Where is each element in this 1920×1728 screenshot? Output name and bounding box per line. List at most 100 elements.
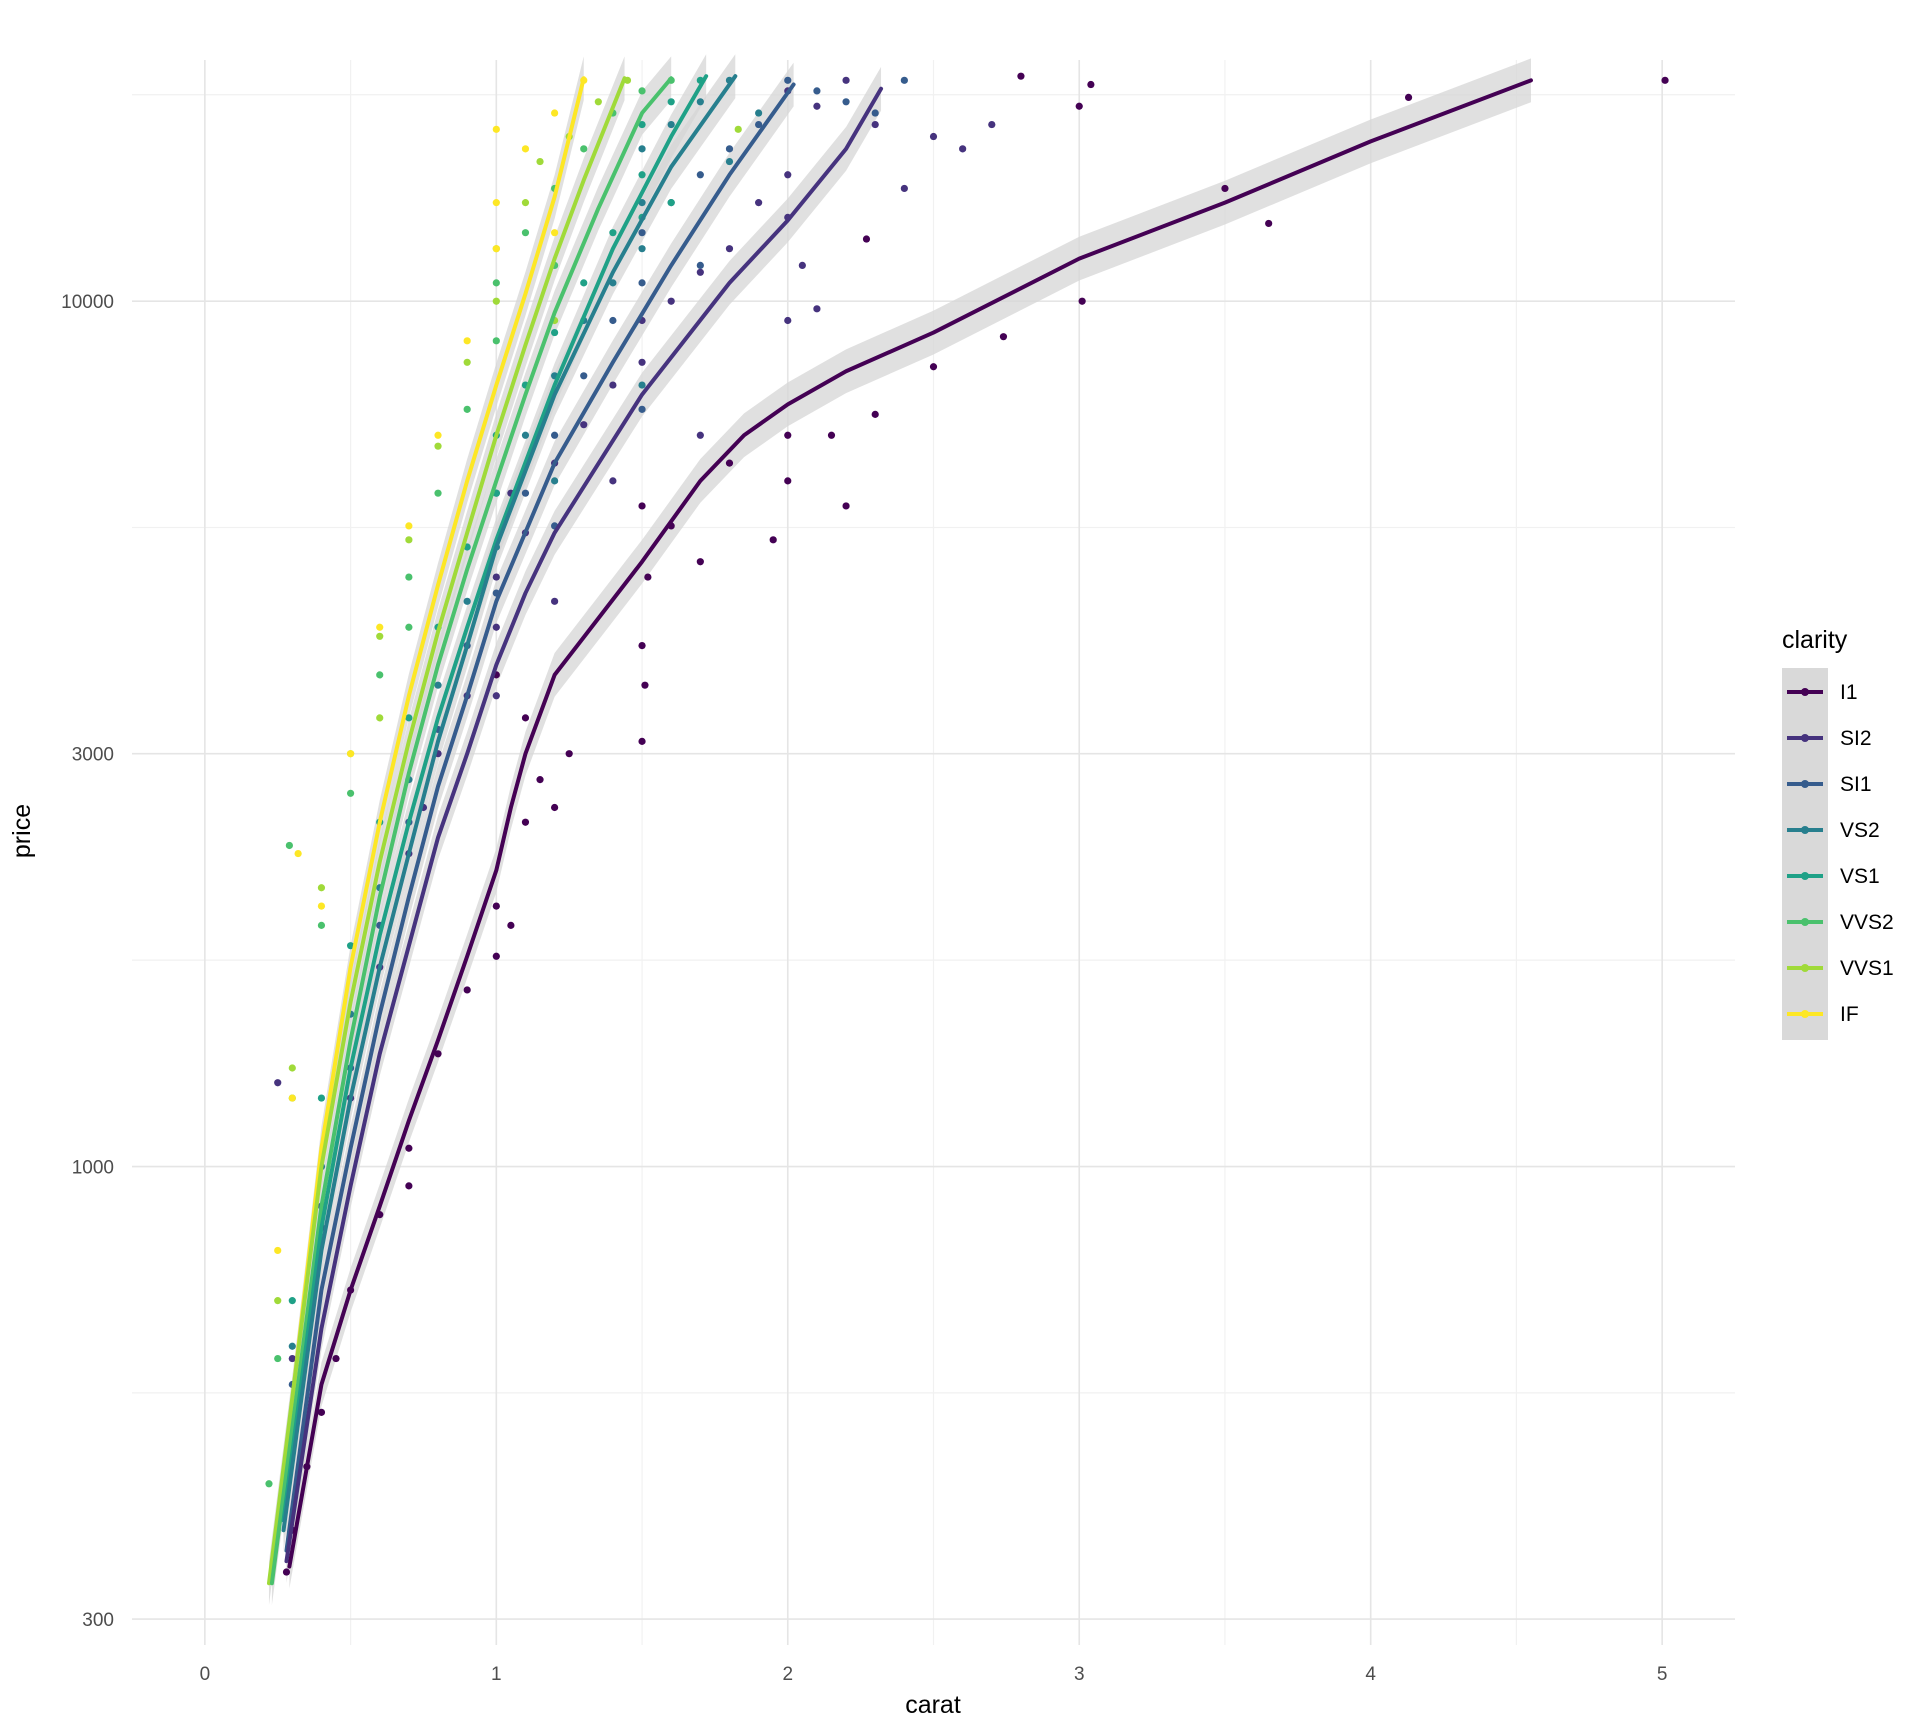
data-point — [667, 297, 675, 305]
data-point — [288, 1342, 296, 1350]
legend-item: VVS2 — [1787, 911, 1894, 934]
data-point — [696, 171, 704, 179]
data-point — [580, 279, 588, 287]
data-point — [798, 261, 806, 270]
data-point — [725, 245, 734, 253]
data-point — [265, 1480, 273, 1488]
data-point — [405, 536, 413, 544]
data-point — [580, 372, 588, 380]
data-point — [842, 502, 850, 510]
legend-item: VS1 — [1787, 865, 1880, 888]
data-point — [638, 641, 646, 650]
data-point — [463, 337, 471, 345]
data-point — [667, 120, 675, 129]
data-point — [463, 986, 471, 994]
data-point — [521, 145, 530, 153]
data-point — [376, 632, 384, 640]
data-point — [376, 623, 384, 631]
data-point — [405, 623, 413, 631]
y-tick-label: 300 — [82, 1610, 114, 1631]
data-point — [734, 125, 742, 133]
trend-line — [266, 76, 627, 1586]
data-point — [288, 1064, 296, 1072]
data-point — [405, 573, 413, 581]
data-point — [900, 76, 908, 84]
legend-label: VS1 — [1840, 865, 1880, 888]
data-point — [755, 199, 763, 207]
x-axis-title: carat — [905, 1691, 961, 1719]
data-point — [1087, 80, 1095, 89]
data-point — [609, 229, 617, 237]
legend-key-point — [1801, 780, 1809, 788]
data-point — [638, 502, 646, 510]
data-point — [405, 1182, 413, 1190]
legend-label: VVS2 — [1840, 911, 1894, 934]
data-point — [696, 558, 704, 566]
data-point — [521, 199, 530, 207]
trend-line — [281, 74, 738, 1533]
trend-line — [269, 76, 674, 1586]
data-point — [638, 120, 646, 129]
legend-title: clarity — [1782, 626, 1848, 654]
y-tick-label: 10000 — [61, 292, 114, 313]
data-point — [1017, 72, 1025, 80]
data-point — [288, 1354, 296, 1363]
data-point — [346, 789, 355, 797]
trend-line — [284, 86, 884, 1564]
data-point — [492, 297, 500, 305]
legend-key-point — [1801, 918, 1809, 926]
data-point — [551, 229, 559, 237]
data-point — [988, 120, 996, 129]
data-point — [638, 358, 646, 366]
data-point — [609, 316, 617, 325]
data-point — [1661, 76, 1669, 84]
data-point — [492, 692, 500, 700]
legend-label: VVS1 — [1840, 957, 1894, 980]
legend-items: I1 SI2 SI1 VS2 VS1 VVS2 VVS1 IF — [1787, 681, 1894, 1026]
data-point — [551, 431, 559, 439]
data-point — [696, 98, 704, 106]
data-point — [784, 316, 792, 325]
data-point — [288, 1094, 296, 1102]
legend-key-background — [1782, 668, 1828, 1040]
legend-item: SI1 — [1787, 773, 1872, 796]
data-point — [492, 245, 500, 253]
data-point — [696, 261, 704, 270]
legend-label: I1 — [1840, 681, 1858, 704]
data-point — [274, 1297, 282, 1305]
data-point — [492, 199, 500, 207]
data-point — [638, 145, 646, 153]
data-point — [725, 145, 734, 153]
data-point — [842, 98, 850, 106]
data-point — [842, 76, 850, 84]
legend-key-point — [1801, 826, 1809, 834]
legend-item: SI2 — [1787, 727, 1872, 750]
data-point — [638, 87, 646, 95]
data-point — [696, 431, 704, 439]
data-point — [536, 776, 544, 784]
data-point — [463, 358, 471, 366]
data-point — [696, 268, 704, 276]
data-point — [929, 132, 938, 141]
trend-lines — [266, 74, 1533, 1586]
data-point — [638, 405, 646, 413]
data-point — [282, 1568, 291, 1576]
data-point — [667, 199, 675, 207]
data-point — [1075, 102, 1083, 110]
data-point — [1404, 93, 1413, 102]
data-point — [755, 120, 763, 129]
data-point — [317, 884, 326, 892]
x-tick-labels: 0 1 2 3 4 5 — [200, 1664, 1668, 1685]
data-point — [784, 477, 792, 485]
data-point — [638, 171, 646, 179]
legend-label: SI1 — [1840, 773, 1872, 796]
y-tick-label: 1000 — [72, 1158, 114, 1179]
x-tick-label: 0 — [200, 1664, 211, 1685]
data-point — [641, 681, 649, 689]
data-point — [638, 245, 646, 253]
x-tick-label: 4 — [1365, 1664, 1376, 1685]
data-point — [580, 421, 588, 429]
y-tick-label: 3000 — [72, 745, 114, 766]
data-point — [638, 381, 646, 389]
